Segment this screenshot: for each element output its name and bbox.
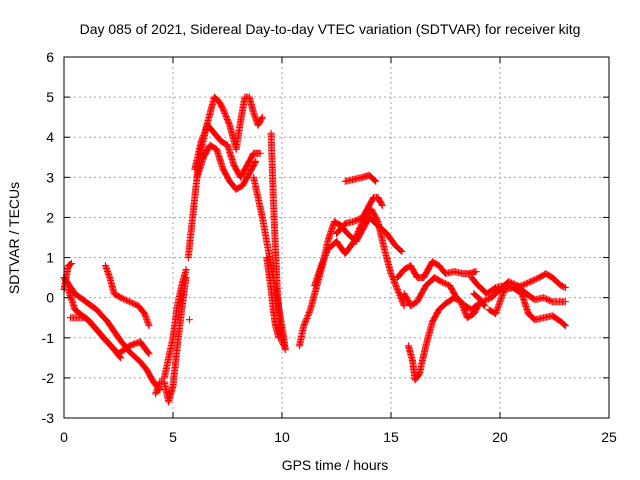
marker-path xyxy=(333,193,386,237)
marker-path xyxy=(311,205,408,310)
marker-path xyxy=(184,93,266,262)
marker-path xyxy=(470,278,569,306)
series-arc-d xyxy=(64,286,125,362)
marker-path xyxy=(404,294,489,384)
x-tick-label: 5 xyxy=(169,429,177,445)
y-tick-label: -2 xyxy=(42,370,55,386)
y-tick-label: 0 xyxy=(46,290,54,306)
series-arc-p xyxy=(311,205,408,310)
marker-path xyxy=(185,316,193,324)
x-axis-label: GPS time / hours xyxy=(282,457,389,473)
x-tick-label: 20 xyxy=(492,429,508,445)
series-arc-i xyxy=(184,93,266,262)
y-tick-label: 4 xyxy=(46,129,54,145)
series-arc-n xyxy=(263,254,283,342)
marker-path xyxy=(160,266,190,382)
series-arc-x xyxy=(485,284,569,330)
y-tick-label: 2 xyxy=(46,209,54,225)
y-tick-label: 1 xyxy=(46,250,54,266)
series-arc-s xyxy=(394,258,480,282)
marker-path xyxy=(341,171,380,185)
y-tick-label: -1 xyxy=(42,330,55,346)
marker-path xyxy=(295,213,406,350)
marker-path xyxy=(267,129,288,350)
x-tick-label: 10 xyxy=(274,429,290,445)
series-arc-o xyxy=(295,213,406,350)
grid xyxy=(64,57,609,418)
series-arc-j xyxy=(191,121,264,181)
marker-path xyxy=(394,258,480,282)
chart-title: Day 085 of 2021, Sidereal Day-to-day VTE… xyxy=(80,21,581,37)
series-arc-u xyxy=(404,294,489,384)
series-arc-f xyxy=(152,274,190,406)
marker-path xyxy=(64,286,125,362)
y-tick-label: 6 xyxy=(46,49,54,65)
marker-path xyxy=(193,141,260,193)
marker-path xyxy=(101,262,153,330)
series-arc-r xyxy=(341,171,380,185)
series-arc-h xyxy=(185,316,193,324)
marker-path xyxy=(263,254,283,342)
plot-frame xyxy=(63,56,610,419)
series-arc-e xyxy=(101,262,153,330)
y-tick-label: -3 xyxy=(42,410,55,426)
series-arc-w xyxy=(470,278,569,306)
axis-ticks: 0 5 10 15 20 25 -3 -2 -1 0 1 2 3 4 5 6 xyxy=(42,49,617,445)
x-tick-label: 0 xyxy=(60,429,68,445)
x-tick-label: 25 xyxy=(601,429,617,445)
marker-path xyxy=(485,284,569,330)
x-tick-label: 15 xyxy=(383,429,399,445)
y-tick-label: 3 xyxy=(46,169,54,185)
y-tick-label: 5 xyxy=(46,89,54,105)
series-arc-q xyxy=(333,193,386,237)
marker-path xyxy=(191,121,264,181)
series-arc-g xyxy=(160,266,190,382)
data-points xyxy=(60,93,569,406)
series-arc-k xyxy=(193,141,260,193)
marker-path xyxy=(152,274,190,406)
series-arc-m xyxy=(267,129,288,350)
y-axis-label: SDTVAR / TECUs xyxy=(6,182,22,294)
